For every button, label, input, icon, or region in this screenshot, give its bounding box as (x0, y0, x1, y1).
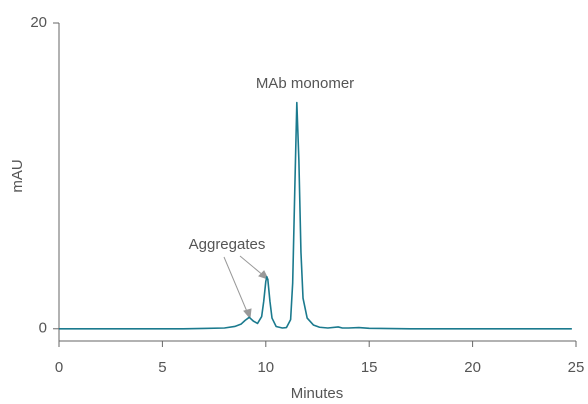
x-tick-label: 5 (158, 359, 166, 376)
x-tick-label: 0 (55, 359, 63, 376)
arrow (239, 255, 265, 277)
x-axis-label: Minutes (291, 385, 344, 402)
annotation: MAb monomer (256, 75, 354, 92)
y-tick-label: 0 (39, 320, 47, 337)
y-axis-label: mAU (9, 159, 26, 192)
arrow (223, 256, 249, 315)
y-tick-label: 20 (30, 14, 47, 31)
annotation-arrows (223, 255, 269, 320)
x-tick-label: 10 (257, 359, 274, 376)
x-tick-label: 15 (361, 359, 378, 376)
annotation: Aggregates (189, 236, 266, 253)
arrowhead (258, 270, 269, 280)
x-tick-label: 25 (568, 359, 585, 376)
chromatogram-line (59, 101, 572, 330)
x-tick-label: 20 (464, 359, 481, 376)
arrowhead (243, 308, 252, 320)
